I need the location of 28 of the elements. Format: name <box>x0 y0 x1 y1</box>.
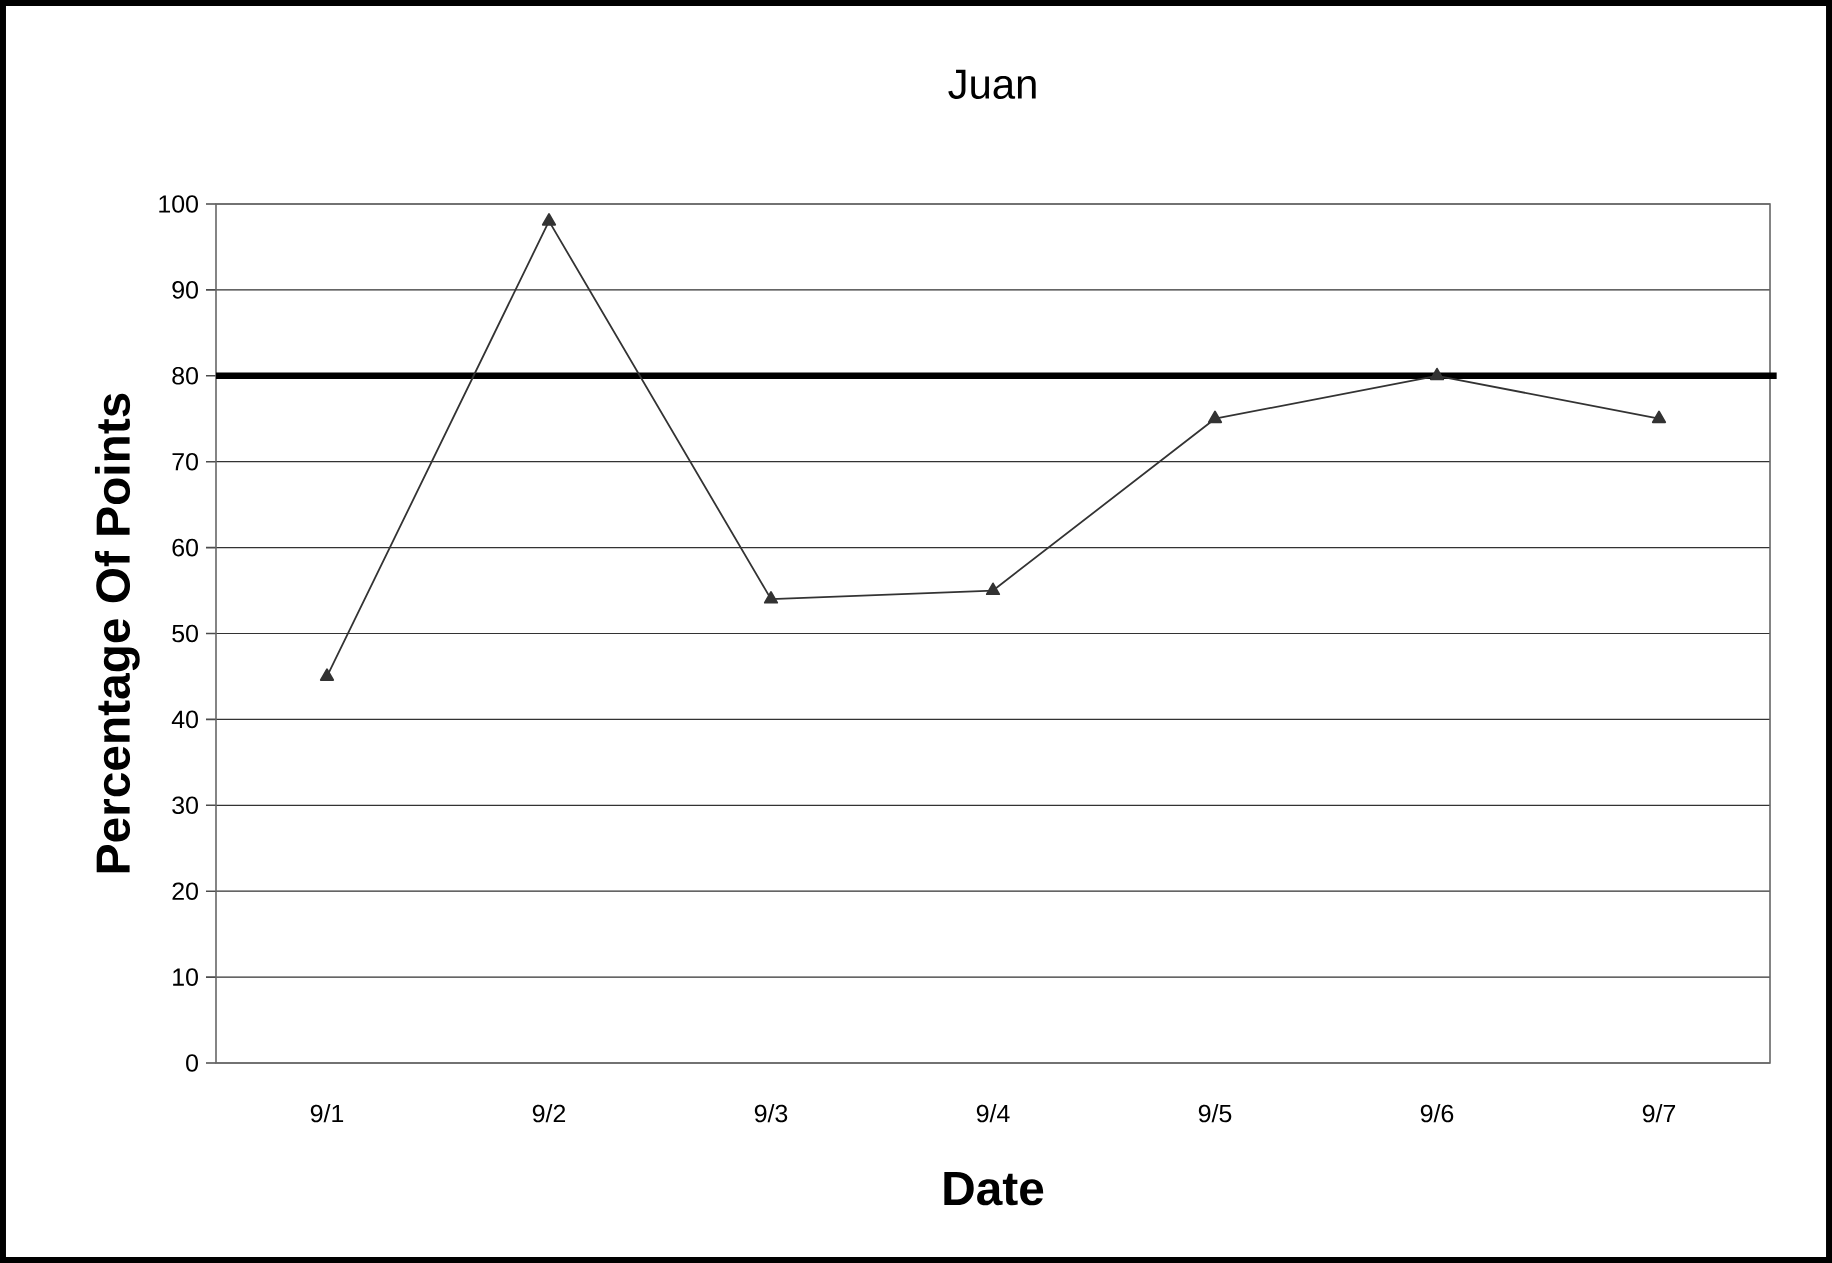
y-tick-label: 0 <box>186 1054 198 1072</box>
point <box>985 582 1001 596</box>
x-tick-label: 9/3 <box>754 1104 788 1123</box>
y-tick-label: 20 <box>172 882 198 901</box>
point <box>1651 410 1667 424</box>
y-tick-label: 100 <box>159 195 198 213</box>
point <box>1429 367 1445 381</box>
x-tick-label: 9/2 <box>532 1104 566 1123</box>
x-tick-label: 9/5 <box>1198 1104 1232 1123</box>
x-tick-label: 9/7 <box>1642 1104 1676 1123</box>
x-axis-title: Date <box>944 1172 1044 1206</box>
y-tick-label: 70 <box>172 452 198 471</box>
x-tick-label: 9/6 <box>1420 1104 1454 1123</box>
x-tick-label: 9/1 <box>310 1104 344 1123</box>
y-tick-label: 80 <box>172 366 198 385</box>
chart-title: Juan <box>948 69 1036 99</box>
point <box>319 668 335 681</box>
y-tick-label: 40 <box>171 710 198 729</box>
point <box>541 213 557 226</box>
y-tick-label: 50 <box>172 624 198 643</box>
point <box>1207 410 1223 424</box>
y-tick-label: 90 <box>172 281 198 299</box>
y-tick-label: 10 <box>173 968 198 986</box>
y-tick-label: 30 <box>172 796 198 815</box>
y-axis-title: Percentage Of Points <box>94 393 140 873</box>
point <box>763 591 779 604</box>
y-tick-label: 60 <box>172 538 198 557</box>
x-tick-label: 9/4 <box>976 1104 1010 1123</box>
